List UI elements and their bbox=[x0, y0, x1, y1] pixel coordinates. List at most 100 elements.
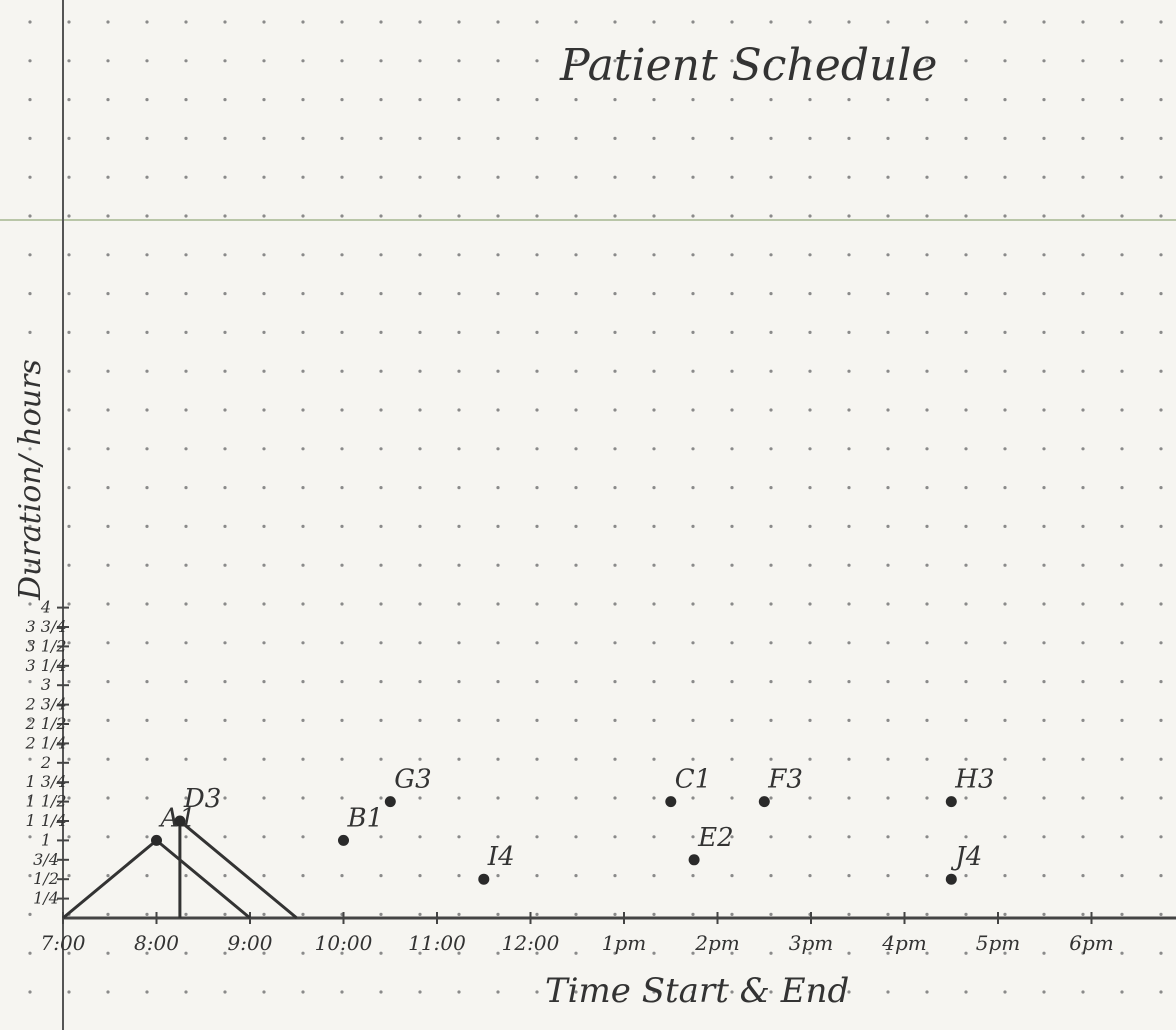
grid-dot bbox=[652, 912, 656, 917]
grid-dot bbox=[1003, 680, 1007, 684]
points: A1D3B1G3I4C1E2F3H3J4 bbox=[151, 765, 995, 885]
grid-dot bbox=[613, 874, 617, 878]
y-tick-label: 3/4 bbox=[33, 850, 59, 869]
x-axis-label: Time Start & End bbox=[545, 971, 849, 1011]
grid-dot bbox=[496, 486, 500, 490]
grid-dot bbox=[184, 253, 188, 257]
grid-dot bbox=[925, 369, 929, 373]
y-tick-label: 2 1/2 bbox=[24, 714, 66, 733]
grid-dot bbox=[535, 408, 539, 412]
grid-dot bbox=[613, 641, 617, 645]
grid-dot bbox=[574, 20, 578, 24]
grid-dot bbox=[769, 20, 773, 24]
grid-dot bbox=[691, 951, 695, 955]
grid-dot bbox=[925, 292, 929, 296]
data-point bbox=[478, 873, 490, 885]
grid-dot bbox=[1003, 408, 1007, 412]
grid-dot bbox=[1003, 369, 1007, 373]
grid-dot bbox=[730, 563, 734, 567]
grid-dot bbox=[769, 214, 773, 218]
grid-dot bbox=[262, 20, 266, 24]
grid-dot bbox=[184, 602, 188, 606]
grid-dot bbox=[379, 486, 383, 490]
point-label: C1 bbox=[675, 765, 711, 795]
grid-dot bbox=[184, 447, 188, 451]
grid-dot bbox=[886, 796, 890, 800]
grid-dot bbox=[1159, 486, 1163, 490]
grid-dot bbox=[886, 59, 890, 63]
grid-dot bbox=[535, 641, 539, 645]
grid-dot bbox=[28, 796, 32, 800]
grid-dot bbox=[457, 214, 461, 218]
grid-dot bbox=[535, 524, 539, 529]
grid-dot bbox=[457, 253, 461, 257]
grid-dot bbox=[886, 175, 890, 179]
grid-dot bbox=[145, 718, 149, 723]
grid-dot bbox=[223, 602, 227, 606]
grid-dot bbox=[847, 602, 851, 606]
grid-dot bbox=[535, 136, 539, 140]
grid-dot bbox=[418, 680, 422, 684]
grid-dot bbox=[1081, 59, 1085, 63]
grid-dot bbox=[340, 757, 344, 761]
data-point bbox=[665, 796, 677, 808]
point-label: G3 bbox=[394, 765, 431, 795]
grid-dot bbox=[964, 486, 968, 490]
grid-dot bbox=[28, 136, 32, 140]
grid-dot bbox=[67, 253, 71, 257]
grid-dot bbox=[847, 757, 851, 761]
grid-dot bbox=[1159, 757, 1163, 761]
grid-dot bbox=[574, 680, 578, 684]
grid-dot bbox=[28, 408, 32, 412]
grid-dot bbox=[145, 951, 149, 955]
y-tick-label: 1 1/4 bbox=[25, 811, 66, 830]
grid-dot bbox=[769, 292, 773, 296]
grid-dot bbox=[28, 486, 32, 490]
grid-dot bbox=[301, 98, 305, 102]
grid-dot bbox=[574, 757, 578, 761]
grid-dot bbox=[457, 912, 461, 917]
grid-dot bbox=[28, 835, 32, 839]
grid-dot bbox=[691, 796, 695, 800]
grid-dot bbox=[1003, 524, 1007, 529]
grid-dot bbox=[340, 20, 344, 24]
grid-dot bbox=[67, 486, 71, 490]
grid-dot bbox=[184, 796, 188, 800]
grid-dot bbox=[1042, 757, 1046, 761]
grid-dot bbox=[574, 524, 578, 529]
grid-dot bbox=[106, 874, 110, 878]
grid-dot bbox=[379, 408, 383, 412]
grid-dot bbox=[340, 718, 344, 723]
grid-dot bbox=[964, 330, 968, 334]
grid-dot bbox=[379, 524, 383, 529]
grid-dot bbox=[652, 641, 656, 645]
grid-dot bbox=[925, 835, 929, 839]
grid-dot bbox=[1159, 253, 1163, 257]
grid-dot bbox=[106, 718, 110, 723]
grid-dot bbox=[418, 602, 422, 606]
grid-dot bbox=[1003, 98, 1007, 102]
grid-dot bbox=[769, 835, 773, 839]
grid-dot bbox=[67, 680, 71, 684]
grid-dot bbox=[535, 253, 539, 257]
grid-dot bbox=[1003, 718, 1007, 723]
grid-dot bbox=[28, 757, 32, 761]
grid-dot bbox=[652, 175, 656, 179]
grid-dot bbox=[340, 486, 344, 490]
grid-dot bbox=[1003, 175, 1007, 179]
grid-dot bbox=[223, 912, 227, 917]
grid-dot bbox=[67, 563, 71, 567]
grid-dot bbox=[730, 20, 734, 24]
grid-dot bbox=[1159, 563, 1163, 567]
grid-dot bbox=[496, 214, 500, 218]
grid-dot bbox=[1159, 369, 1163, 373]
grid-dot bbox=[67, 874, 71, 878]
grid-dot bbox=[301, 524, 305, 529]
grid-dot bbox=[145, 486, 149, 490]
grid-dot bbox=[67, 602, 71, 606]
grid-dot bbox=[808, 486, 812, 490]
grid-dot bbox=[535, 292, 539, 296]
grid-dot bbox=[1042, 835, 1046, 839]
data-point bbox=[384, 796, 396, 808]
grid-dot bbox=[808, 136, 812, 140]
